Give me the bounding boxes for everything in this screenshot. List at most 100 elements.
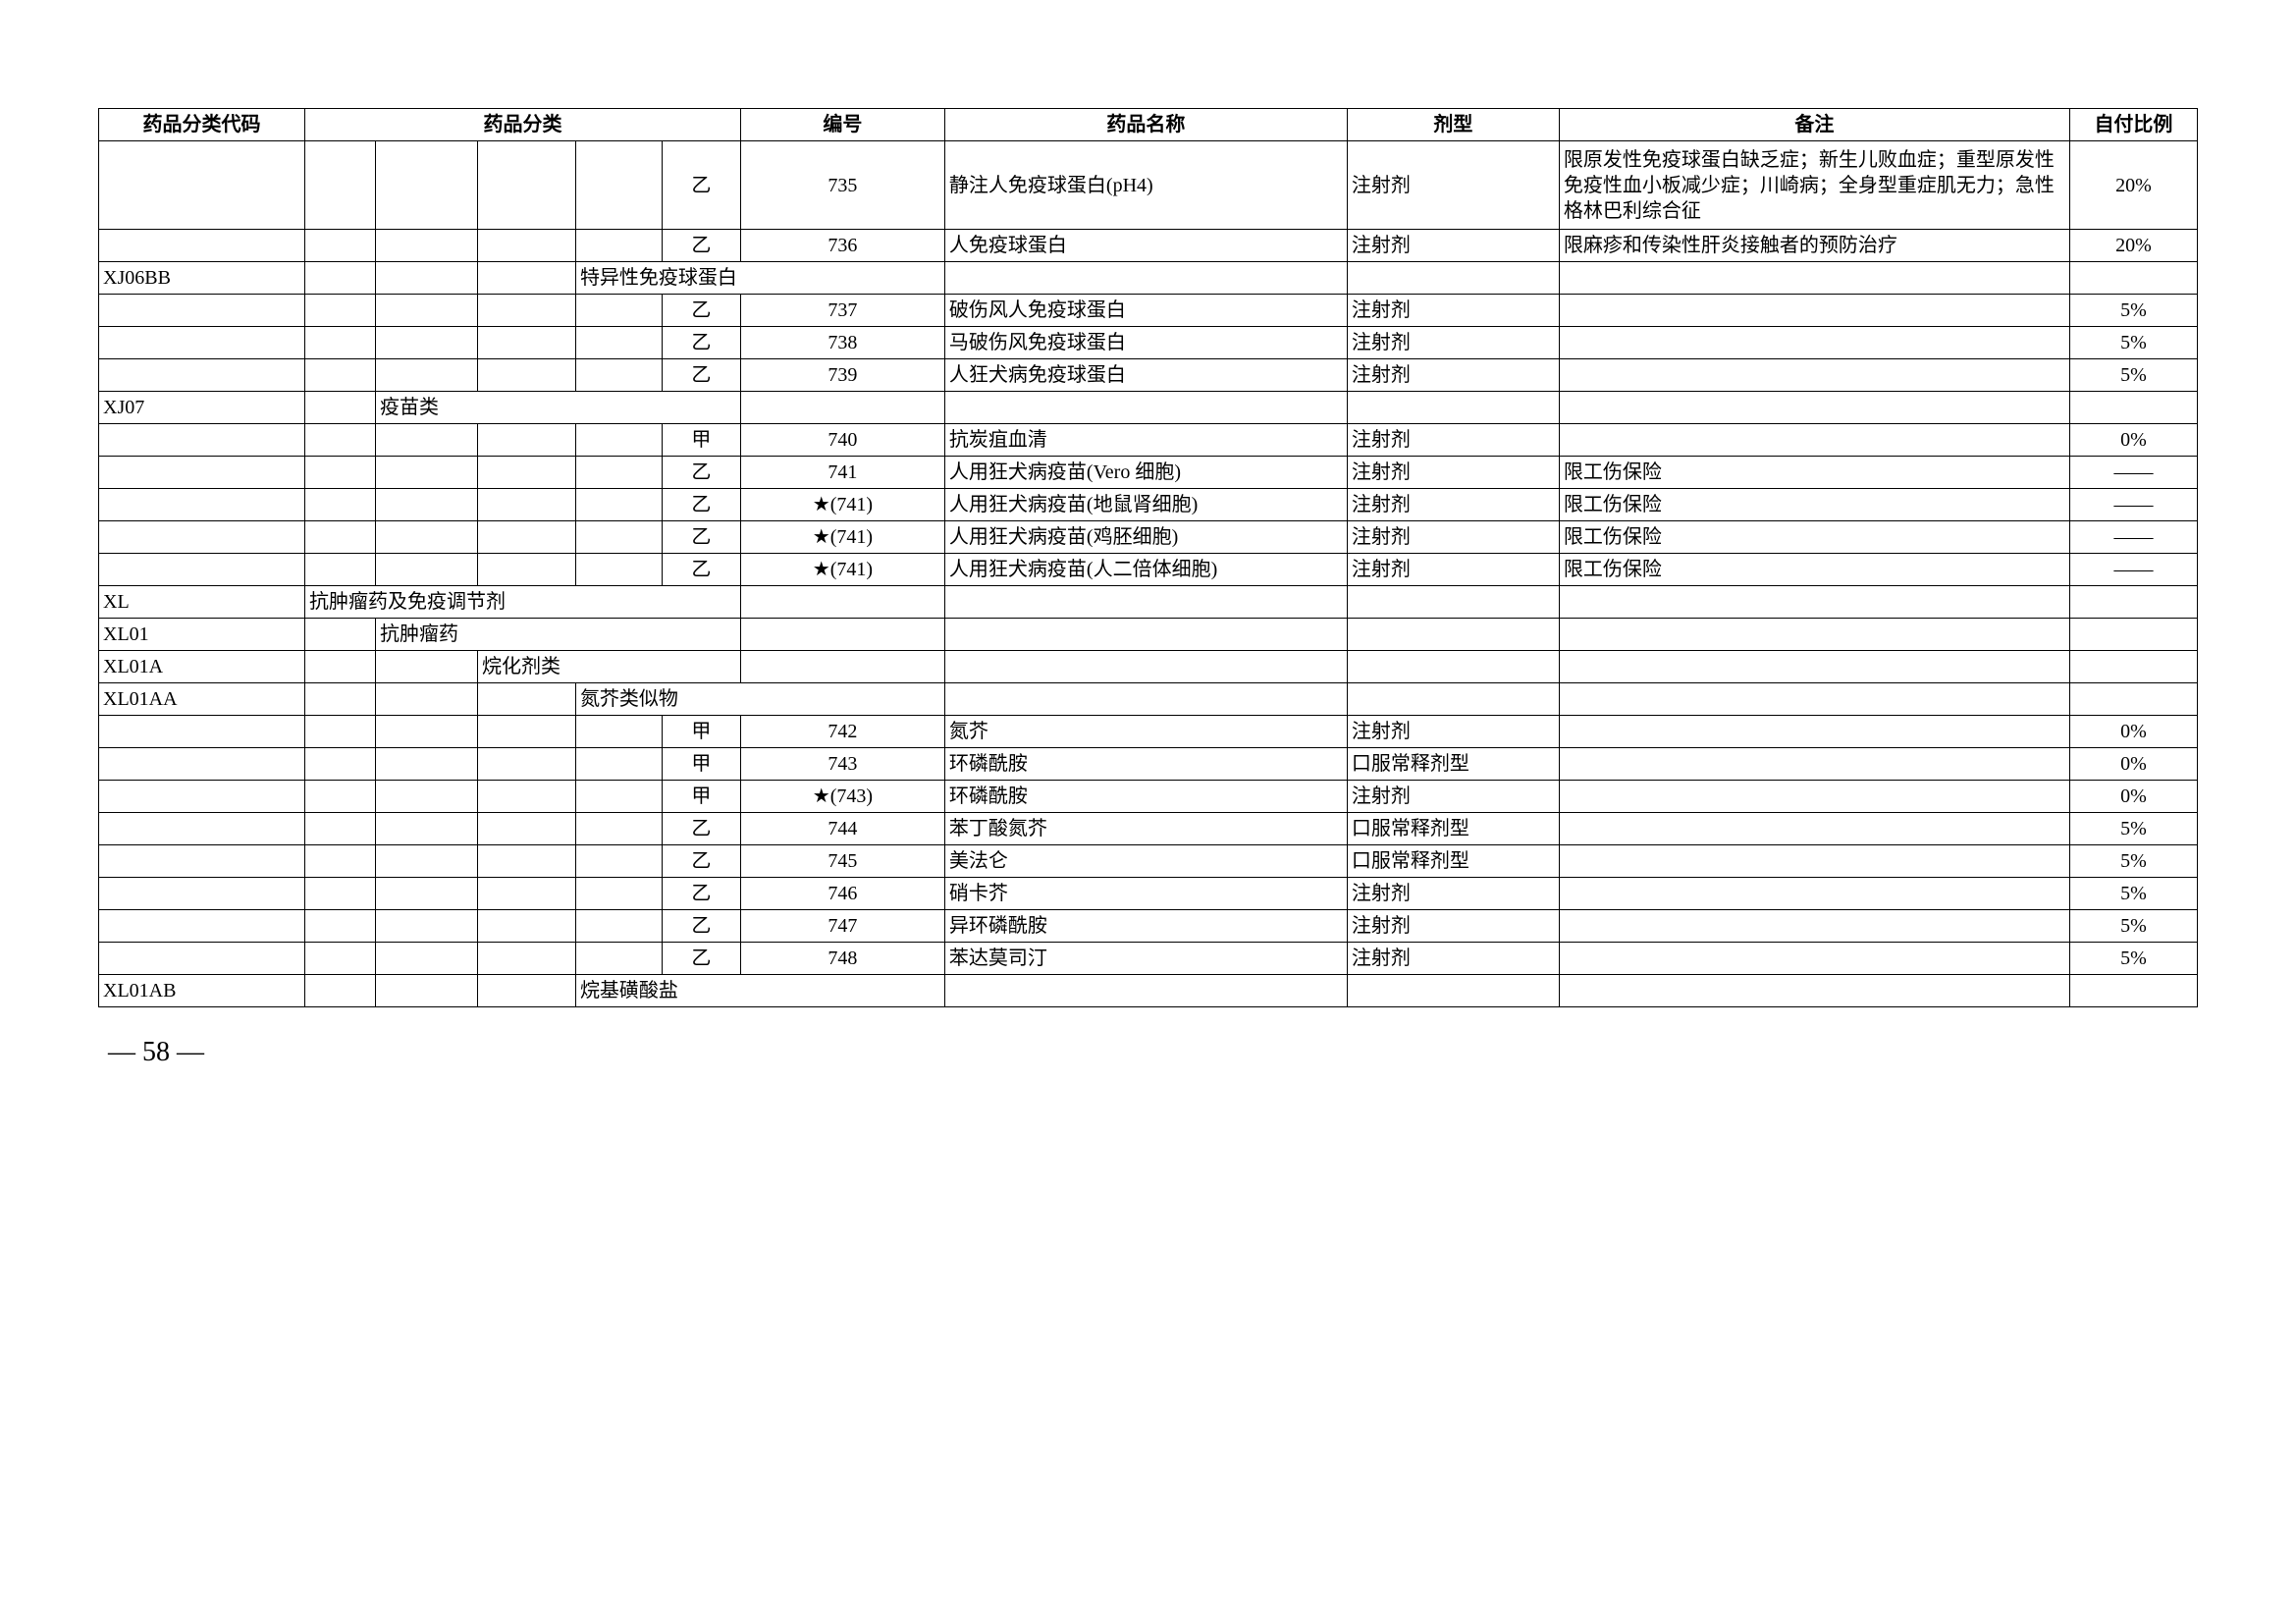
cell-empty: [375, 975, 477, 1007]
cell-empty: [575, 295, 662, 327]
cell-form: 注射剂: [1347, 521, 1559, 554]
cell-empty: [575, 489, 662, 521]
table-row: 甲740抗炭疽血清注射剂0%: [99, 424, 2198, 457]
cell-ratio: 5%: [2069, 910, 2197, 943]
cell-drug-name: 异环磷酰胺: [944, 910, 1347, 943]
cell-empty: [1559, 392, 2069, 424]
cell-empty: [575, 457, 662, 489]
cell-empty: [575, 141, 662, 230]
cell-number: 742: [740, 716, 944, 748]
cell-number: 744: [740, 813, 944, 845]
cell-note: 限工伤保险: [1559, 457, 2069, 489]
cell-empty: [304, 781, 375, 813]
cell-drug-name: 环磷酰胺: [944, 781, 1347, 813]
cell-empty: [575, 781, 662, 813]
cell-ratio: 5%: [2069, 813, 2197, 845]
cell-empty: [477, 748, 575, 781]
cell-empty: [575, 943, 662, 975]
cell-number: ★(741): [740, 521, 944, 554]
cell-code: [99, 813, 305, 845]
cell-class: 乙: [662, 489, 740, 521]
cell-empty: [477, 910, 575, 943]
cell-note: 限工伤保险: [1559, 521, 2069, 554]
cell-class: 乙: [662, 141, 740, 230]
cell-class: 乙: [662, 813, 740, 845]
cell-empty: [575, 716, 662, 748]
cell-code: XL01A: [99, 651, 305, 683]
cell-empty: [304, 230, 375, 262]
cell-empty: [740, 651, 944, 683]
cell-empty: [1347, 392, 1559, 424]
cell-empty: [1559, 975, 2069, 1007]
cell-empty: [304, 975, 375, 1007]
cell-number: 745: [740, 845, 944, 878]
table-row: XL01抗肿瘤药: [99, 619, 2198, 651]
cell-code: XL01AB: [99, 975, 305, 1007]
cell-form: 注射剂: [1347, 295, 1559, 327]
cell-code: [99, 359, 305, 392]
cell-empty: [944, 651, 1347, 683]
cell-empty: [375, 943, 477, 975]
cell-empty: [477, 845, 575, 878]
cell-empty: [477, 489, 575, 521]
cell-number: ★(741): [740, 489, 944, 521]
cell-drug-name: 抗炭疽血清: [944, 424, 1347, 457]
table-row: 乙★(741)人用狂犬病疫苗(鸡胚细胞)注射剂限工伤保险——: [99, 521, 2198, 554]
cell-form: 注射剂: [1347, 327, 1559, 359]
cell-empty: [375, 910, 477, 943]
table-row: XJ06BB特异性免疫球蛋白: [99, 262, 2198, 295]
cell-code: [99, 230, 305, 262]
cell-empty: [375, 748, 477, 781]
cell-form: 注射剂: [1347, 878, 1559, 910]
cell-empty: [575, 845, 662, 878]
cell-empty: [477, 975, 575, 1007]
cell-note: [1559, 748, 2069, 781]
cell-empty: [304, 392, 375, 424]
cell-form: 注射剂: [1347, 554, 1559, 586]
cell-empty: [1347, 651, 1559, 683]
cell-category: 氮芥类似物: [575, 683, 944, 716]
table-row: 乙738马破伤风免疫球蛋白注射剂5%: [99, 327, 2198, 359]
cell-empty: [1347, 619, 1559, 651]
cell-form: 注射剂: [1347, 457, 1559, 489]
cell-ratio: 20%: [2069, 141, 2197, 230]
cell-empty: [304, 327, 375, 359]
cell-empty: [304, 910, 375, 943]
cell-form: 口服常释剂型: [1347, 845, 1559, 878]
table-row: 乙744苯丁酸氮芥口服常释剂型5%: [99, 813, 2198, 845]
cell-ratio: 20%: [2069, 230, 2197, 262]
cell-class: 乙: [662, 554, 740, 586]
cell-empty: [944, 619, 1347, 651]
cell-empty: [375, 521, 477, 554]
cell-empty: [304, 651, 375, 683]
cell-code: XL01: [99, 619, 305, 651]
cell-class: 乙: [662, 230, 740, 262]
cell-number: 747: [740, 910, 944, 943]
cell-code: [99, 521, 305, 554]
cell-form: 注射剂: [1347, 943, 1559, 975]
cell-class: 乙: [662, 943, 740, 975]
header-code: 药品分类代码: [99, 109, 305, 141]
cell-number: ★(741): [740, 554, 944, 586]
cell-empty: [477, 943, 575, 975]
cell-empty: [304, 813, 375, 845]
cell-empty: [2069, 586, 2197, 619]
cell-empty: [375, 683, 477, 716]
cell-code: [99, 489, 305, 521]
cell-ratio: ——: [2069, 489, 2197, 521]
cell-empty: [575, 554, 662, 586]
cell-ratio: 5%: [2069, 359, 2197, 392]
cell-empty: [575, 748, 662, 781]
cell-drug-name: 苯达莫司汀: [944, 943, 1347, 975]
table-row: 乙748苯达莫司汀注射剂5%: [99, 943, 2198, 975]
cell-empty: [1559, 651, 2069, 683]
cell-empty: [1559, 262, 2069, 295]
cell-empty: [575, 878, 662, 910]
cell-empty: [1347, 975, 1559, 1007]
page-number: — 58 —: [98, 1037, 2198, 1068]
cell-form: 注射剂: [1347, 424, 1559, 457]
cell-code: [99, 910, 305, 943]
cell-number: ★(743): [740, 781, 944, 813]
cell-note: [1559, 813, 2069, 845]
cell-empty: [1347, 262, 1559, 295]
